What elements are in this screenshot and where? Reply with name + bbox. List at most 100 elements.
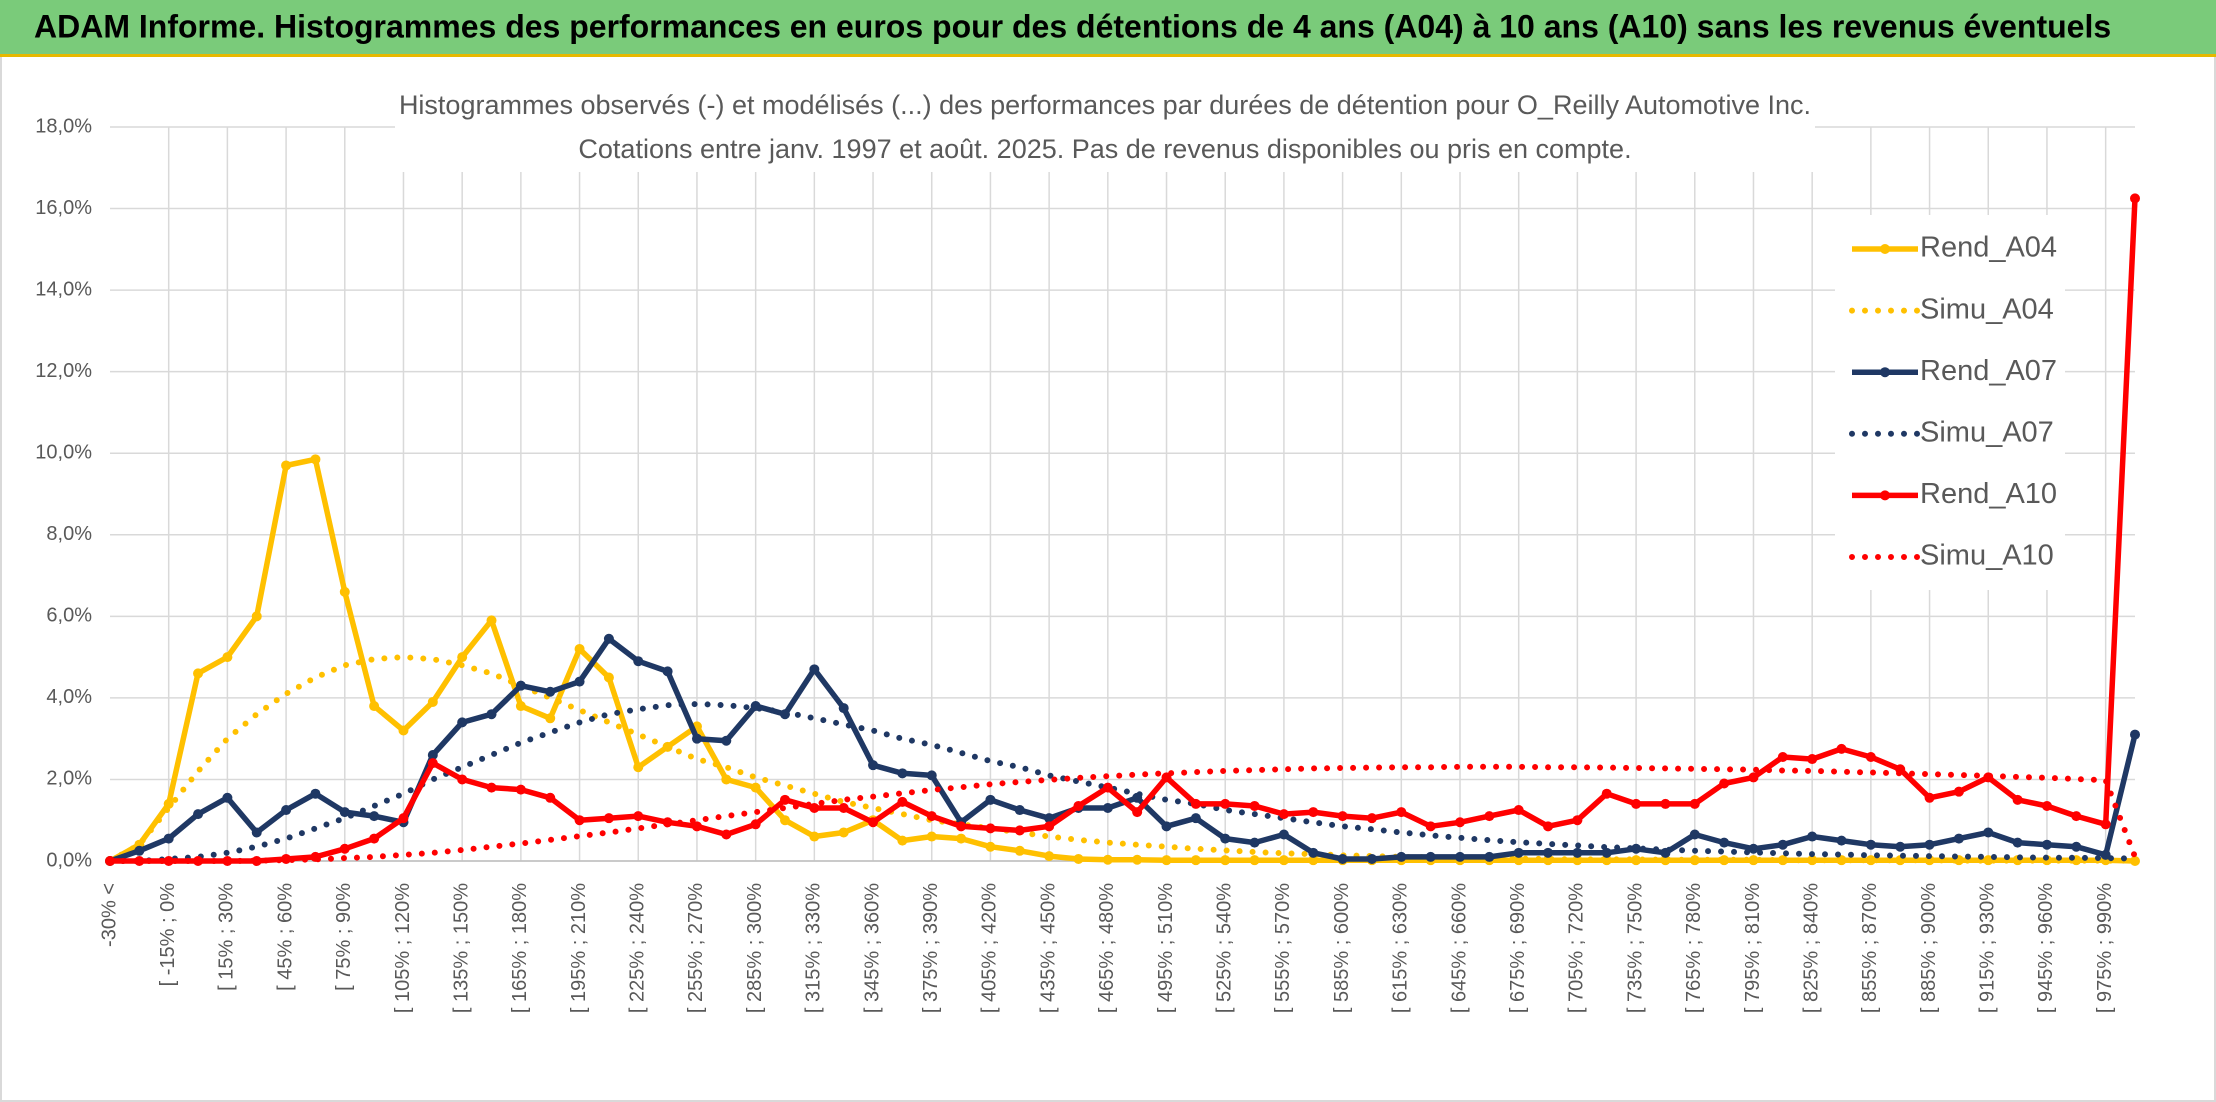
x-tick-label: [ 75% ; 90%: [333, 883, 355, 991]
marker: [985, 794, 996, 805]
marker: [1220, 855, 1231, 866]
marker: [1836, 743, 1847, 754]
legend-label: Simu_A07: [1920, 416, 2054, 448]
marker: [956, 833, 967, 844]
x-tick-label: [ 225% ; 240%: [627, 883, 649, 1013]
marker: [1513, 805, 1524, 816]
y-tick-label: 12,0%: [35, 360, 92, 382]
y-tick-label: 18,0%: [35, 115, 92, 137]
marker: [721, 774, 732, 785]
marker: [2041, 839, 2052, 850]
marker: [193, 668, 204, 679]
marker: [1366, 813, 1377, 824]
marker: [1807, 831, 1818, 842]
x-tick-label: [ 45% ; 60%: [274, 883, 296, 991]
legend-label: Rend_A07: [1920, 355, 2057, 387]
marker: [1044, 851, 1055, 862]
marker: [750, 819, 761, 830]
marker: [1631, 843, 1642, 854]
marker: [926, 831, 937, 842]
marker: [398, 813, 409, 824]
marker: [339, 843, 350, 854]
marker: [427, 749, 438, 760]
x-tick-label: [ 195% ; 210%: [568, 883, 590, 1013]
y-tick-label: 8,0%: [46, 523, 92, 545]
x-tick-label: [ 945% ; 960%: [2035, 883, 2057, 1013]
marker: [1631, 855, 1642, 866]
marker: [809, 802, 820, 813]
marker: [1865, 752, 1876, 763]
marker: [633, 656, 644, 667]
x-tick-label: [ 615% ; 630%: [1390, 883, 1412, 1013]
title-background: [395, 88, 1815, 172]
x-tick-label: [ 165% ; 180%: [509, 883, 531, 1013]
marker: [1983, 855, 1994, 866]
marker: [1278, 855, 1289, 866]
marker: [1660, 798, 1671, 809]
marker: [838, 703, 849, 714]
marker: [457, 717, 468, 728]
legend-label: Simu_A04: [1920, 293, 2054, 325]
x-tick-label: [ 495% ; 510%: [1155, 883, 1177, 1013]
x-tick-label: -30% <: [98, 883, 120, 947]
marker: [1484, 851, 1495, 862]
marker: [1895, 841, 1906, 852]
marker: [1102, 782, 1113, 793]
marker: [603, 672, 614, 683]
series-line: [107, 654, 2138, 864]
marker: [1513, 847, 1524, 858]
x-tick-label: [ 375% ; 390%: [920, 883, 942, 1013]
x-tick-label: [ 555% ; 570%: [1272, 883, 1294, 1013]
marker: [985, 823, 996, 834]
marker: [251, 827, 262, 838]
marker: [809, 831, 820, 842]
x-tick-label: [ 285% ; 300%: [744, 883, 766, 1013]
marker: [1807, 754, 1818, 765]
x-tick-label: [ 675% ; 690%: [1507, 883, 1529, 1013]
marker: [1249, 855, 1260, 866]
marker: [691, 821, 702, 832]
marker: [1161, 821, 1172, 832]
marker: [1455, 851, 1465, 862]
legend-label: Rend_A04: [1920, 232, 2057, 264]
series-line: [110, 198, 2138, 864]
marker: [603, 813, 614, 824]
y-tick-label: 16,0%: [35, 197, 92, 219]
marker: [2130, 729, 2140, 740]
marker: [1748, 772, 1759, 783]
marker: [1631, 798, 1642, 809]
marker: [985, 841, 996, 852]
marker: [1190, 855, 1201, 866]
marker: [1014, 825, 1025, 836]
marker: [1719, 778, 1730, 789]
legend-marker: [1880, 244, 1890, 254]
x-tick-label: [ 465% ; 480%: [1096, 883, 1118, 1013]
marker: [897, 796, 908, 807]
x-tick-label: [ 135% ; 150%: [450, 883, 472, 1013]
marker: [1132, 854, 1143, 865]
legend-marker: [1880, 367, 1890, 378]
marker: [545, 713, 556, 724]
marker: [369, 833, 380, 844]
marker: [721, 735, 732, 746]
marker: [457, 774, 468, 785]
marker: [1249, 800, 1260, 811]
x-tick-label: [ 735% ; 750%: [1624, 883, 1646, 1013]
marker: [486, 782, 497, 793]
marker: [1190, 798, 1201, 809]
marker: [780, 794, 790, 805]
marker: [1484, 811, 1495, 822]
x-tick-label: [ 765% ; 780%: [1683, 883, 1705, 1013]
marker: [339, 807, 350, 818]
marker: [1953, 786, 1964, 797]
marker: [2100, 819, 2111, 830]
marker: [369, 811, 380, 822]
x-tick-label: [ 105% ; 120%: [392, 883, 414, 1013]
marker: [1513, 855, 1524, 866]
marker: [1337, 853, 1348, 864]
marker: [1425, 821, 1436, 832]
marker: [1601, 847, 1612, 858]
marker: [691, 733, 702, 744]
